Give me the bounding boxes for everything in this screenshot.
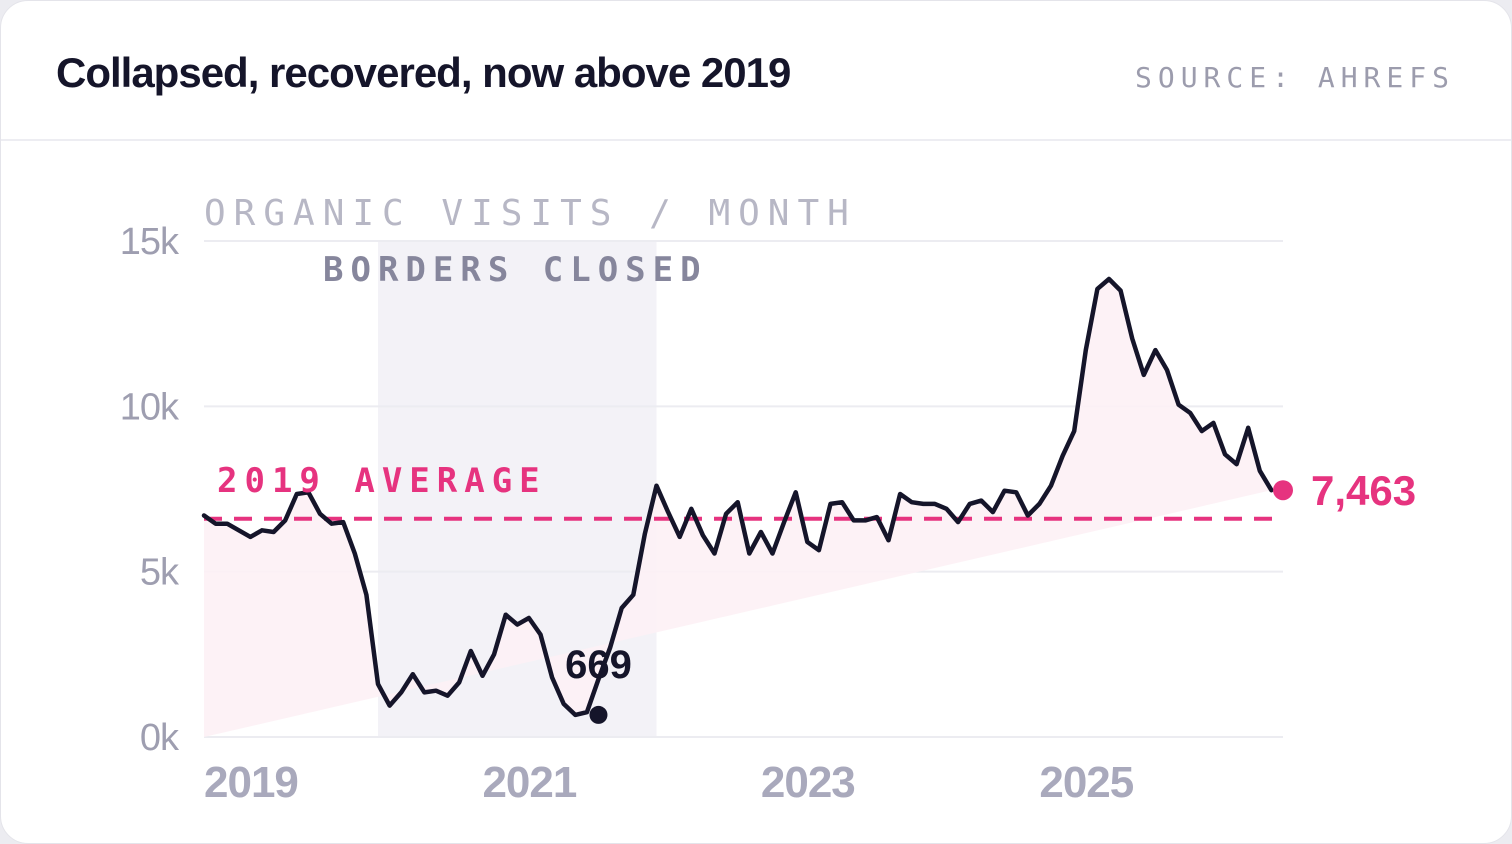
series-line-path <box>201 276 1274 718</box>
page-title: Collapsed, recovered, now above 2019 <box>56 49 791 96</box>
x-tick-label: 2025 <box>1039 758 1133 807</box>
y-tick-label: 15k <box>120 221 180 263</box>
min-point-marker <box>589 705 608 724</box>
reference-line-label: 2019 AVERAGE <box>217 461 547 501</box>
source-label: SOURCE: AHREFS <box>1134 61 1455 94</box>
data-points <box>589 480 1293 724</box>
y-tick-label: 5k <box>140 552 180 594</box>
end-point-marker <box>1273 480 1293 501</box>
end-point-label: 7,463 <box>1311 467 1416 514</box>
chart-labels: ORGANIC VISITS / MONTH 0k 5k 10k 15k 2019 2021… <box>120 193 1416 807</box>
x-tick-label: 2021 <box>482 758 576 807</box>
card-header: Collapsed, recovered, now above 2019 SOU… <box>1 1 1511 141</box>
x-tick-label: 2019 <box>204 758 298 807</box>
x-tick-label: 2023 <box>761 758 855 807</box>
y-tick-label: 0k <box>140 717 180 759</box>
min-point-label: 669 <box>565 643 632 687</box>
y-tick-label: 10k <box>120 386 180 428</box>
y-axis-label: ORGANIC VISITS / MONTH <box>204 193 857 234</box>
shaded-period-label: BORDERS CLOSED <box>323 250 708 290</box>
series-line <box>201 276 1274 718</box>
